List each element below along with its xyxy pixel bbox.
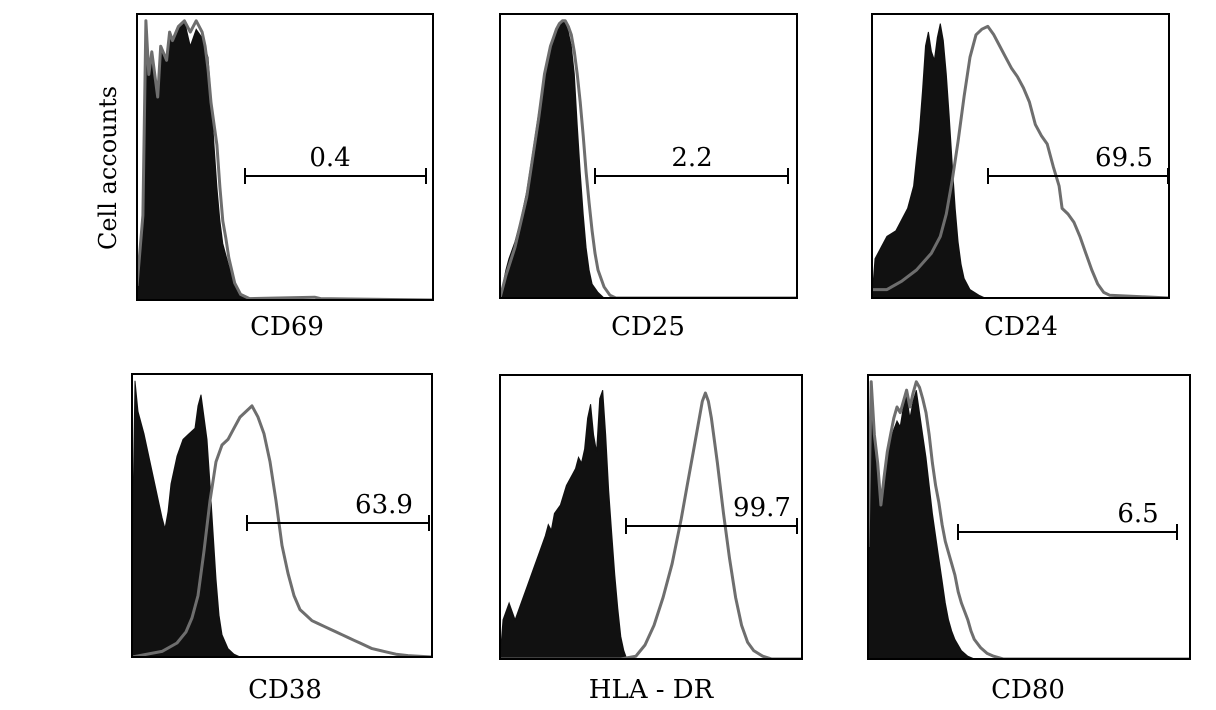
marker-histogram bbox=[868, 380, 1190, 659]
marker-label: CD38 bbox=[248, 675, 322, 705]
gate-percent-label: 0.4 bbox=[309, 143, 350, 173]
gate-percent-label: 63.9 bbox=[355, 490, 413, 520]
plot-frame bbox=[499, 374, 803, 660]
marker-label: HLA - DR bbox=[588, 675, 714, 705]
gate-percent-label: 2.2 bbox=[671, 143, 712, 173]
isotype-histogram bbox=[132, 380, 241, 657]
plot-frame bbox=[131, 373, 433, 658]
marker-histogram bbox=[137, 19, 433, 300]
marker-histogram bbox=[872, 24, 1169, 298]
marker-histogram bbox=[500, 19, 797, 298]
marker-label: CD24 bbox=[984, 312, 1058, 342]
gate-percent-label: 69.5 bbox=[1095, 143, 1153, 173]
plot-frame bbox=[136, 13, 434, 301]
plot-frame bbox=[499, 13, 798, 299]
isotype-histogram bbox=[500, 390, 628, 659]
isotype-histogram bbox=[868, 381, 975, 659]
gate-percent-label: 99.7 bbox=[733, 493, 791, 523]
isotype-histogram bbox=[872, 23, 986, 298]
marker-label: CD80 bbox=[991, 675, 1065, 705]
marker-histogram bbox=[500, 391, 802, 659]
plot-frame bbox=[871, 13, 1170, 299]
plot-frame bbox=[867, 374, 1191, 660]
gate-percent-label: 6.5 bbox=[1117, 499, 1158, 529]
marker-label: CD69 bbox=[250, 312, 324, 342]
marker-label: CD25 bbox=[611, 312, 685, 342]
